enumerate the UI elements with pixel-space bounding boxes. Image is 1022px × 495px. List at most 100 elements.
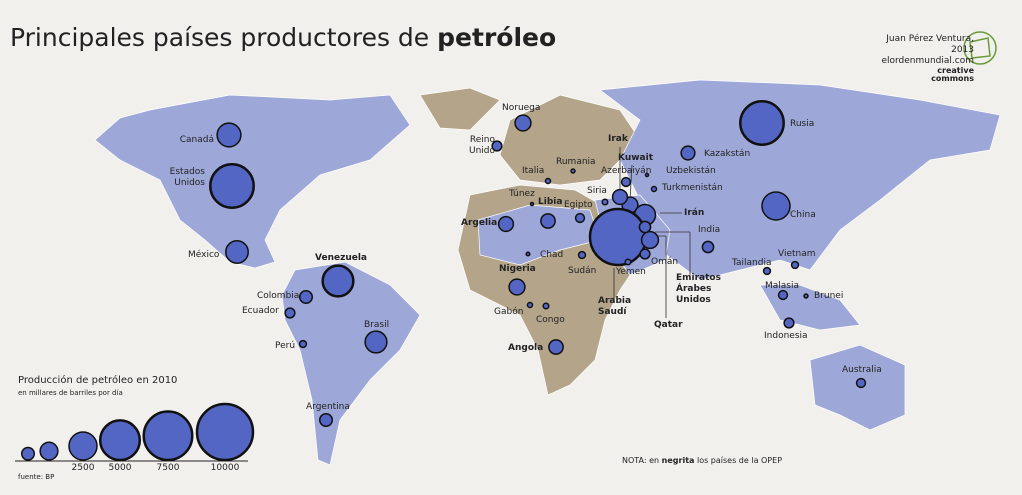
country-bubble — [225, 240, 249, 264]
country-label: Canadá — [179, 135, 214, 145]
credit-cc-1: creative — [937, 66, 974, 75]
country-bubble — [588, 207, 648, 267]
country-bubble — [525, 251, 531, 257]
country-label: China — [790, 210, 816, 220]
country-label: Kuwait — [618, 153, 653, 163]
country-label: Brunei — [814, 291, 844, 301]
country-label: Siria — [587, 186, 607, 196]
credit: Juan Pérez Ventura, 2013 elordenmundial.… — [872, 34, 974, 83]
country-bubble — [574, 212, 586, 224]
title-text: Principales países productores de — [10, 23, 430, 52]
country-label: Perú — [275, 341, 296, 351]
country-label: Irán — [684, 208, 705, 218]
title-bold: petróleo — [437, 23, 557, 52]
country-label: México — [188, 250, 220, 260]
country-bubble — [548, 339, 564, 355]
logo-ring — [963, 31, 997, 65]
country-label: Noruega — [502, 103, 541, 113]
country-bubble — [638, 220, 652, 234]
country-bubble — [577, 250, 587, 260]
note-text: NOTA: en — [622, 456, 660, 465]
legend-bubble — [20, 446, 36, 461]
source: fuente: BP — [18, 473, 55, 481]
country-label: Rumania — [556, 157, 596, 167]
country-bubble — [542, 302, 550, 310]
legend-bubble — [142, 410, 194, 462]
credit-author: Juan Pérez Ventura, 2013 — [886, 34, 974, 55]
country-label: Estados Unidos — [169, 167, 205, 188]
country-label: Tailandia — [732, 258, 772, 268]
country-bubble — [284, 307, 296, 319]
country-label: Gabón — [494, 307, 524, 317]
legend-bubble — [39, 441, 59, 461]
country-bubble — [644, 172, 650, 178]
legend-label: 10000 — [210, 463, 240, 473]
country-bubble — [620, 176, 632, 188]
country-bubble — [216, 122, 242, 148]
country-label: Sudán — [568, 266, 597, 276]
country-bubble — [491, 140, 503, 152]
country-bubble — [611, 188, 629, 206]
country-bubble — [701, 240, 715, 254]
credit-cc-2: commons — [931, 74, 974, 83]
country-bubble — [855, 377, 867, 389]
country-label: Chad — [540, 250, 564, 260]
country-label: India — [698, 225, 721, 235]
legend-label: 5000 — [108, 463, 132, 473]
country-label: Qatar — [654, 320, 683, 330]
country-label: Angola — [508, 343, 544, 353]
country-bubble — [680, 145, 696, 161]
country-bubble — [298, 289, 314, 305]
country-label: Argelia — [461, 218, 498, 228]
country-label: Libia — [538, 197, 563, 207]
country-label: Uzbekistán — [666, 166, 716, 176]
country-bubble — [540, 213, 556, 229]
country-label: Venezuela — [315, 253, 367, 263]
country-bubble — [298, 339, 308, 349]
legend-title: Producción de petróleo en 2010 — [18, 375, 178, 386]
country-bubble — [650, 185, 658, 193]
legend-label: 7500 — [156, 463, 180, 473]
country-bubble — [209, 163, 255, 209]
legend-label: 2500 — [71, 463, 95, 473]
country-label: Turkmenistán — [662, 183, 723, 193]
country-label: Australia — [842, 365, 882, 375]
legend-bubble — [68, 431, 98, 461]
country-bubble — [803, 293, 809, 299]
country-bubble — [570, 168, 576, 174]
country-label: Malasia — [765, 281, 800, 291]
country-label: Irak — [608, 134, 628, 144]
country-label: Argentina — [306, 402, 350, 412]
country-bubble — [761, 191, 791, 221]
country-label: Brasil — [364, 320, 390, 330]
country-bubble — [777, 289, 789, 301]
country-bubble — [544, 177, 552, 185]
country-label: Egipto — [564, 200, 593, 210]
country-label: Reino Unido — [468, 135, 495, 156]
country-bubble — [790, 260, 800, 270]
country-label: Yemen — [616, 267, 646, 277]
country-bubble — [364, 330, 388, 354]
legend-bubble — [195, 402, 255, 462]
credit-cc: creative commons — [872, 67, 974, 83]
country-label: Italia — [522, 166, 545, 176]
country-bubble — [497, 215, 515, 233]
country-bubble — [508, 278, 526, 296]
country-bubble — [783, 317, 795, 329]
country-label: Azerbaiyán — [601, 166, 652, 176]
country-bubble — [739, 100, 785, 146]
country-label: Vietnam — [778, 249, 816, 259]
note-text: los países de la OPEP — [696, 456, 783, 465]
logo — [963, 31, 997, 65]
country-bubble — [640, 230, 660, 250]
legend-subtitle: en millares de barriles por día — [18, 389, 123, 397]
note: NOTA: en negrita los países de la OPEP — [622, 455, 782, 466]
country-label: Congo — [536, 315, 565, 325]
country-bubble — [601, 198, 609, 206]
country-bubble — [321, 264, 355, 298]
legend-bubble — [98, 419, 142, 462]
country-label: Omán — [651, 257, 679, 267]
country-label: Colombia — [257, 291, 300, 301]
